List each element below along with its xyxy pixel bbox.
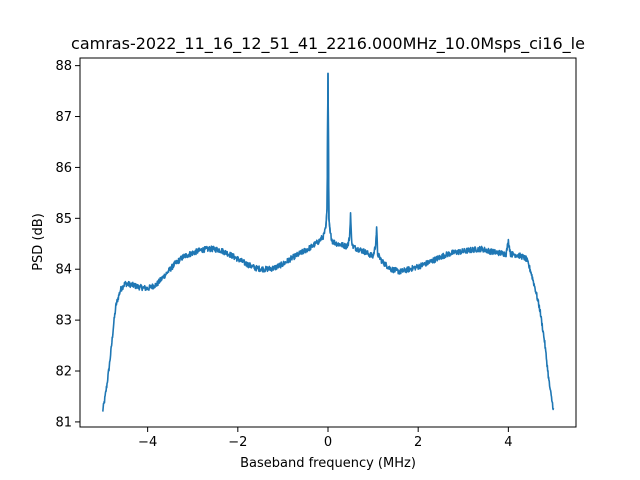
y-tick-label: 83 (55, 314, 72, 329)
series-layer (102, 72, 555, 412)
y-tick-label: 81 (55, 415, 72, 430)
y-tick-label: 87 (55, 110, 72, 125)
x-tick-label: −4 (138, 435, 157, 450)
x-tick-label: 2 (414, 435, 422, 450)
x-tick-label: −2 (228, 435, 247, 450)
x-ticks: −4 −2 0 2 4 (138, 427, 513, 450)
y-tick-label: 85 (55, 212, 72, 227)
y-tick-label: 86 (55, 161, 72, 176)
x-axis-label: Baseband frequency (MHz) (240, 456, 416, 471)
chart-title: camras-2022_11_16_12_51_41_2216.000MHz_1… (71, 34, 585, 54)
y-tick-label: 82 (55, 365, 72, 380)
y-tick-label: 88 (55, 59, 72, 74)
y-ticks: 81 82 83 84 85 86 87 88 (55, 59, 80, 430)
y-axis-label: PSD (dB) (31, 213, 46, 271)
y-tick-label: 84 (55, 263, 72, 278)
psd-center-spike (324, 73, 332, 234)
x-tick-label: 0 (324, 435, 332, 450)
x-tick-label: 4 (504, 435, 512, 450)
